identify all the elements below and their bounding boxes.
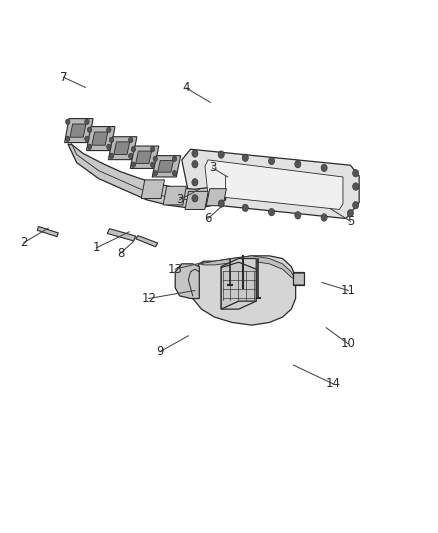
Polygon shape — [205, 160, 343, 209]
Circle shape — [129, 137, 133, 143]
Circle shape — [268, 208, 275, 216]
Polygon shape — [221, 262, 256, 309]
Circle shape — [353, 201, 359, 209]
Polygon shape — [107, 229, 136, 241]
Circle shape — [353, 183, 359, 190]
Polygon shape — [152, 156, 180, 177]
Circle shape — [110, 137, 114, 143]
Polygon shape — [191, 256, 296, 325]
Circle shape — [153, 171, 157, 176]
Polygon shape — [92, 132, 108, 145]
Polygon shape — [131, 146, 159, 168]
Circle shape — [353, 169, 359, 177]
Polygon shape — [109, 137, 137, 160]
Polygon shape — [182, 149, 359, 219]
Polygon shape — [199, 256, 296, 280]
Circle shape — [295, 212, 301, 219]
Circle shape — [321, 214, 327, 221]
Text: 8: 8 — [117, 247, 124, 260]
Polygon shape — [175, 264, 199, 298]
Polygon shape — [136, 236, 158, 247]
Circle shape — [129, 153, 133, 159]
Polygon shape — [87, 127, 115, 150]
Circle shape — [192, 160, 198, 168]
Text: 9: 9 — [156, 345, 164, 358]
Text: 5: 5 — [347, 215, 354, 228]
Circle shape — [218, 200, 224, 207]
Circle shape — [153, 156, 157, 161]
Circle shape — [192, 150, 198, 157]
Circle shape — [131, 147, 136, 152]
Text: 10: 10 — [341, 337, 356, 350]
Polygon shape — [141, 180, 164, 198]
Circle shape — [173, 171, 177, 176]
Circle shape — [321, 164, 327, 172]
Circle shape — [347, 209, 353, 217]
Polygon shape — [114, 142, 130, 155]
Circle shape — [192, 195, 198, 202]
Circle shape — [65, 119, 70, 125]
Circle shape — [88, 144, 92, 150]
Circle shape — [173, 156, 177, 161]
Circle shape — [151, 147, 155, 152]
Circle shape — [107, 127, 111, 133]
Circle shape — [268, 157, 275, 165]
Text: 11: 11 — [341, 284, 356, 297]
Circle shape — [107, 144, 111, 150]
Circle shape — [218, 151, 224, 158]
Circle shape — [131, 162, 136, 167]
Text: 12: 12 — [141, 292, 156, 305]
Polygon shape — [163, 187, 187, 205]
Polygon shape — [185, 191, 208, 209]
Circle shape — [242, 204, 248, 212]
Text: 6: 6 — [204, 212, 212, 225]
Circle shape — [151, 162, 155, 167]
Text: 1: 1 — [92, 241, 100, 254]
Text: 7: 7 — [60, 71, 67, 84]
Polygon shape — [64, 119, 93, 142]
Polygon shape — [68, 144, 226, 208]
Circle shape — [88, 127, 92, 133]
Polygon shape — [136, 151, 152, 164]
Circle shape — [65, 136, 70, 142]
Text: 14: 14 — [325, 377, 340, 390]
Text: 4: 4 — [182, 82, 190, 94]
Text: 3: 3 — [209, 161, 216, 174]
Polygon shape — [70, 124, 86, 137]
Text: 2: 2 — [20, 236, 28, 249]
Polygon shape — [37, 227, 58, 237]
Polygon shape — [158, 160, 173, 172]
Polygon shape — [206, 189, 226, 206]
Circle shape — [192, 179, 198, 186]
Text: 3: 3 — [176, 193, 183, 206]
Circle shape — [85, 136, 89, 142]
Text: 13: 13 — [168, 263, 183, 276]
Circle shape — [242, 154, 248, 161]
Polygon shape — [293, 272, 304, 285]
Polygon shape — [221, 259, 256, 309]
Circle shape — [85, 119, 89, 125]
Circle shape — [295, 160, 301, 168]
Circle shape — [110, 153, 114, 159]
